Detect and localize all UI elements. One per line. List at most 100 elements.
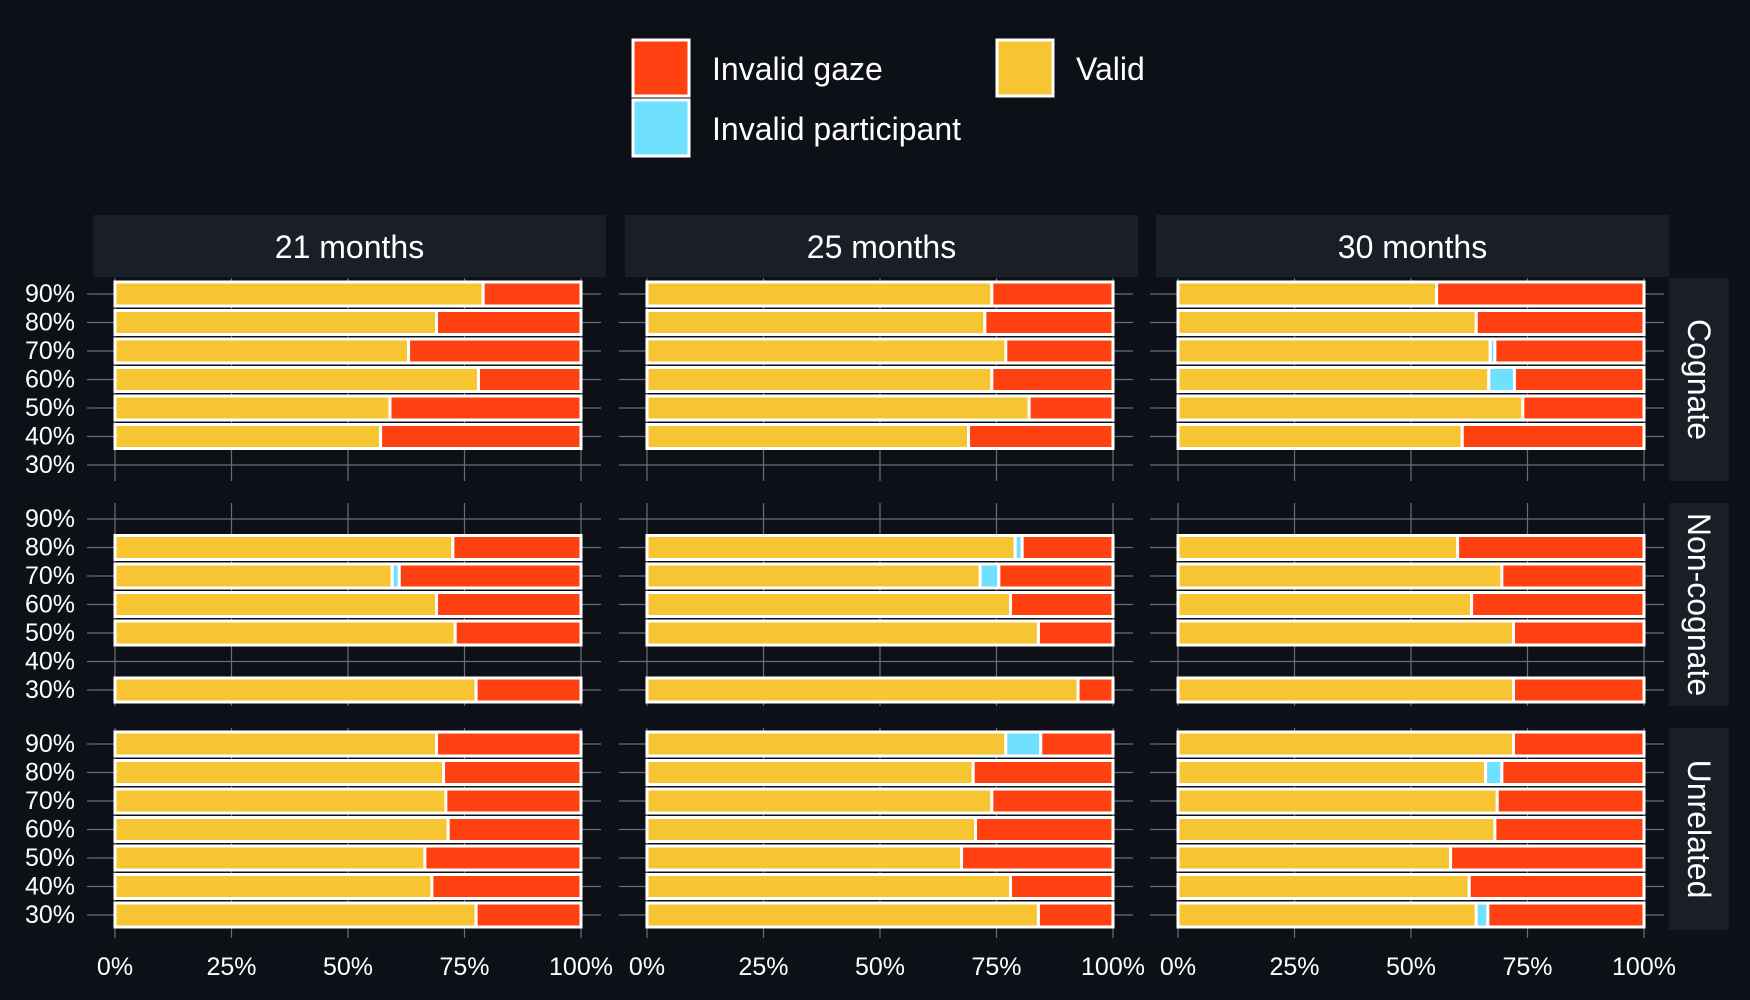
bar-valid bbox=[645, 309, 987, 336]
bar-invalid-gaze bbox=[1435, 280, 1646, 308]
bar-valid bbox=[1176, 759, 1488, 786]
x-tick-label: 50% bbox=[855, 953, 905, 981]
bar-valid bbox=[1176, 280, 1439, 308]
bar-valid bbox=[645, 787, 994, 815]
x-axis: 0% 25% 50% 75% 100% bbox=[1160, 930, 1676, 981]
bar-invalid-gaze bbox=[960, 844, 1115, 872]
bar-valid bbox=[113, 591, 439, 618]
bar-valid bbox=[1176, 816, 1497, 843]
x-axis: 0% 25% 50% 75% 100% bbox=[629, 930, 1145, 981]
bar-invalid-gaze bbox=[1493, 816, 1646, 843]
bar-valid bbox=[113, 366, 480, 393]
bar-invalid-gaze bbox=[453, 619, 583, 647]
panel-bars bbox=[645, 280, 1115, 450]
bar-valid bbox=[645, 759, 975, 786]
bar-invalid-gaze bbox=[435, 730, 583, 758]
bar-invalid-gaze bbox=[983, 309, 1115, 336]
y-tick-label: 80% bbox=[25, 309, 75, 337]
x-tick-label: 75% bbox=[1502, 953, 1552, 981]
bar-valid bbox=[645, 676, 1080, 704]
bar-invalid-gaze bbox=[1512, 730, 1646, 758]
bar-invalid-gaze bbox=[1467, 873, 1646, 900]
panel-bars bbox=[113, 280, 583, 450]
bar-valid bbox=[645, 901, 1040, 929]
bar-invalid-gaze bbox=[967, 423, 1115, 450]
bar-invalid-participant bbox=[1487, 366, 1516, 393]
bar-valid bbox=[645, 394, 1031, 422]
y-tick-label: 50% bbox=[25, 844, 75, 872]
bar-valid bbox=[1176, 337, 1492, 365]
bar-valid bbox=[645, 844, 964, 872]
bar-invalid-gaze bbox=[1076, 676, 1115, 704]
bar-invalid-gaze bbox=[1449, 844, 1646, 872]
bar-invalid-gaze bbox=[407, 337, 583, 365]
bar-invalid-gaze bbox=[1474, 309, 1646, 336]
bar-invalid-gaze bbox=[1039, 730, 1115, 758]
bar-invalid-gaze bbox=[476, 366, 583, 393]
legend-label-invalid-participant: Invalid participant bbox=[712, 111, 961, 147]
bar-valid bbox=[645, 337, 1008, 365]
legend-label-invalid-gaze: Invalid gaze bbox=[712, 51, 883, 87]
bar-invalid-gaze bbox=[1460, 423, 1646, 450]
bar-invalid-gaze bbox=[1500, 759, 1646, 786]
bar-invalid-gaze bbox=[1470, 591, 1646, 618]
bar-invalid-gaze bbox=[397, 562, 583, 590]
bar-valid bbox=[113, 873, 434, 900]
bar-invalid-gaze bbox=[1500, 562, 1646, 590]
bar-invalid-gaze bbox=[474, 901, 583, 929]
bar-valid bbox=[1176, 534, 1460, 561]
x-tick-label: 50% bbox=[1386, 953, 1436, 981]
x-tick-label: 100% bbox=[1612, 953, 1676, 981]
bar-valid bbox=[1176, 591, 1474, 618]
bar-valid bbox=[113, 816, 450, 843]
bar-invalid-gaze bbox=[1020, 534, 1115, 561]
bar-valid bbox=[1176, 873, 1471, 900]
bar-invalid-gaze bbox=[1008, 873, 1115, 900]
x-tick-label: 0% bbox=[1160, 953, 1196, 981]
bar-invalid-gaze bbox=[435, 591, 583, 618]
bar-valid bbox=[113, 730, 439, 758]
x-axis: 0% 25% 50% 75% 100% bbox=[97, 930, 613, 981]
bar-invalid-gaze bbox=[1004, 337, 1115, 365]
bar-invalid-participant bbox=[978, 562, 1001, 590]
y-tick-label: 60% bbox=[25, 816, 75, 844]
y-tick-label: 70% bbox=[25, 787, 75, 815]
bar-valid bbox=[1176, 562, 1504, 590]
y-tick-label: 60% bbox=[25, 366, 75, 394]
y-tick-label: 70% bbox=[25, 562, 75, 590]
y-tick-label: 90% bbox=[25, 280, 75, 308]
row-strip bbox=[1669, 278, 1729, 481]
column-strip-label: 25 months bbox=[807, 229, 956, 265]
bar-valid bbox=[645, 280, 994, 308]
bar-valid bbox=[645, 423, 971, 450]
bar-invalid-gaze bbox=[435, 309, 583, 336]
bar-valid bbox=[645, 619, 1040, 647]
y-tick-label: 30% bbox=[25, 676, 75, 704]
y-tick-label: 40% bbox=[25, 648, 75, 676]
bar-invalid-gaze bbox=[474, 676, 583, 704]
bar-valid bbox=[113, 337, 411, 365]
y-tick-label: 80% bbox=[25, 534, 75, 562]
bar-valid bbox=[1176, 309, 1478, 336]
bar-invalid-gaze bbox=[1027, 394, 1115, 422]
bar-valid bbox=[113, 562, 394, 590]
x-tick-label: 0% bbox=[629, 953, 665, 981]
bar-invalid-gaze bbox=[1493, 337, 1646, 365]
column-strip bbox=[625, 215, 1138, 277]
bar-valid bbox=[113, 423, 383, 450]
bar-invalid-gaze bbox=[388, 394, 583, 422]
panel-bars bbox=[1176, 534, 1646, 704]
y-tick-label: 80% bbox=[25, 759, 75, 787]
bar-invalid-gaze bbox=[990, 280, 1115, 308]
bar-valid bbox=[113, 787, 448, 815]
y-tick-label: 30% bbox=[25, 451, 75, 479]
legend-swatch-invalid-gaze bbox=[631, 38, 691, 98]
column-strip bbox=[93, 215, 606, 277]
bar-invalid-gaze bbox=[1521, 394, 1646, 422]
bar-invalid-gaze bbox=[1456, 534, 1646, 561]
column-strip bbox=[1156, 215, 1669, 277]
bar-invalid-gaze bbox=[990, 787, 1115, 815]
bar-valid bbox=[1176, 394, 1525, 422]
bar-invalid-participant bbox=[1474, 901, 1490, 929]
bar-valid bbox=[113, 901, 478, 929]
